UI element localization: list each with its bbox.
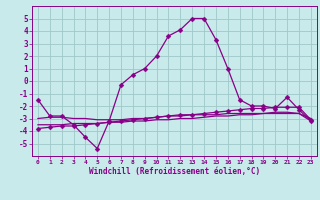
X-axis label: Windchill (Refroidissement éolien,°C): Windchill (Refroidissement éolien,°C) (89, 167, 260, 176)
